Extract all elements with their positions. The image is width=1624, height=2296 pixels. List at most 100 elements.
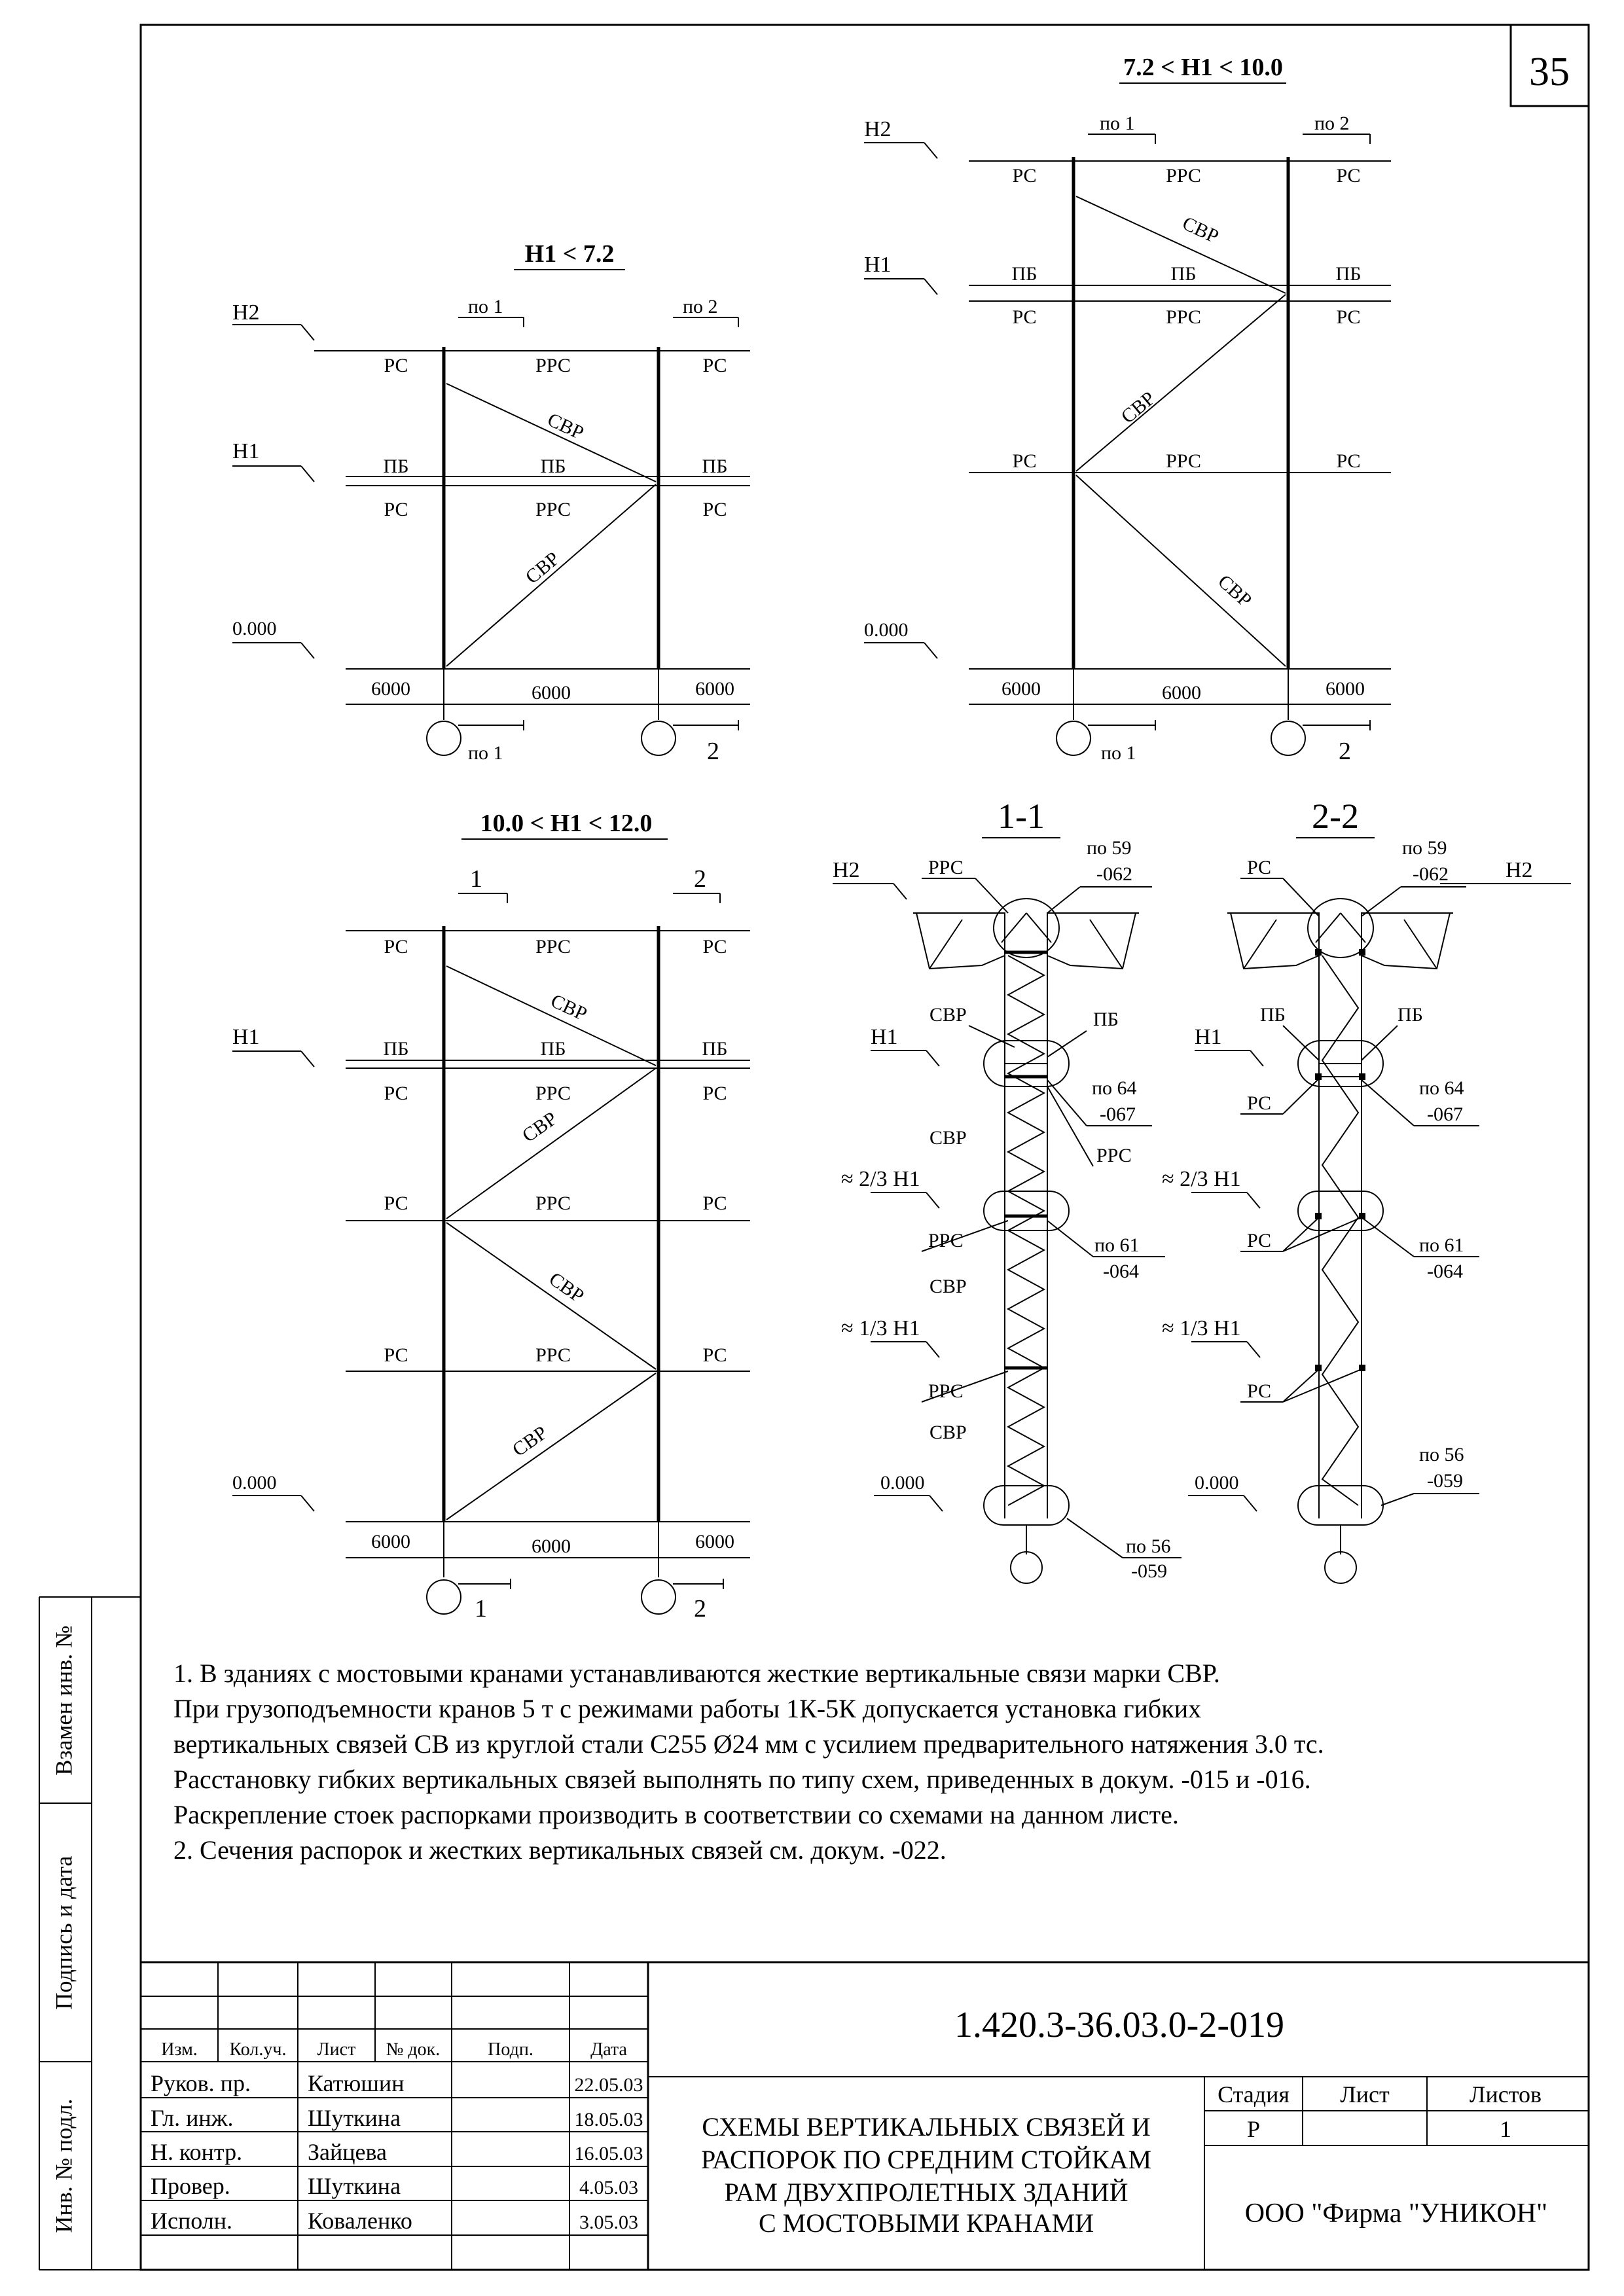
header-list: Лист <box>317 2039 356 2060</box>
label-svr: СВР <box>1117 387 1160 428</box>
dimension-6000: 6000 <box>1162 682 1201 704</box>
ref-61: по 61 <box>1419 1234 1464 1256</box>
label-pb: ПБ <box>1260 1004 1286 1026</box>
section-2-2-zero: 0.000 <box>1195 1472 1239 1494</box>
stage-value: Р <box>1247 2116 1260 2142</box>
label-pb: ПБ <box>541 456 566 477</box>
label-rs: РС <box>1012 306 1036 328</box>
scheme-b-title: 7.2 < H1 < 10.0 <box>1123 54 1283 81</box>
sheet-title-line: СХЕМЫ ВЕРТИКАЛЬНЫХ СВЯЗЕЙ И <box>702 2112 1150 2142</box>
ref-64: -067 <box>1100 1103 1136 1125</box>
label-rs: РС <box>1247 1230 1271 1251</box>
label-rs: РС <box>702 936 727 958</box>
cut-2: 2 <box>1339 738 1351 765</box>
cut-po1: по 1 <box>468 742 503 764</box>
sheet-title-line: РАСПОРОК ПО СРЕДНИМ СТОЙКАМ <box>701 2145 1151 2174</box>
sign-date: 4.05.03 <box>579 2177 638 2198</box>
note-line: вертикальных связей СВ из круглой стали … <box>173 1729 1324 1759</box>
label-pb: ПБ <box>1012 263 1038 285</box>
scheme-a: H1 < 7.2 H2 H1 0.000 РС РРС РС ПБ ПБ ПБ … <box>232 240 750 765</box>
ref-59: по 59 <box>1402 837 1447 859</box>
label-svr: СВР <box>929 1422 967 1443</box>
role: Гл. инж. <box>151 2105 233 2131</box>
label-rrs: РРС <box>1096 1145 1132 1166</box>
header-koluch: Кол.уч. <box>230 2039 287 2060</box>
dimension-6000: 6000 <box>532 682 571 704</box>
stage-label: Стадия <box>1218 2081 1290 2108</box>
section-title-1-1: 1-1 <box>998 797 1045 836</box>
label-rrs: РРС <box>535 1193 571 1214</box>
label-rs: РС <box>702 499 727 520</box>
label-svr: СВР <box>545 1268 588 1307</box>
cut-po2: по 2 <box>683 296 718 317</box>
label-rrs: РРС <box>535 936 571 958</box>
note-line: 2. Сечения распорок и жестких вертикальн… <box>173 1835 947 1865</box>
scheme-b: 7.2 < H1 < 10.0 H2 H1 0.000 РС РРС РС ПБ… <box>864 54 1391 765</box>
header-izm: Изм. <box>161 2039 198 2060</box>
note-line: При грузоподъемности кранов 5 т с режима… <box>173 1694 1202 1723</box>
scheme-b-h2: H2 <box>864 117 892 141</box>
doc-code: 1.420.3-36.03.0-2-019 <box>954 2005 1284 2045</box>
ref-61: по 61 <box>1094 1234 1140 1256</box>
label-pb: ПБ <box>384 1038 409 1060</box>
label-rs: РС <box>1012 450 1036 472</box>
scheme-a-zero: 0.000 <box>232 618 277 639</box>
scheme-a-h2: H2 <box>232 300 260 325</box>
sign-date: 22.05.03 <box>575 2074 643 2096</box>
label-rs: РС <box>384 499 408 520</box>
stamp-podpis-label: Подпись и дата <box>50 1856 77 2009</box>
sign-date: 3.05.03 <box>579 2212 638 2233</box>
note-line: 1. В зданиях с мостовыми кранами устанав… <box>173 1659 1220 1688</box>
outer-frame <box>139 24 1590 2271</box>
cut-1: 1 <box>470 865 482 893</box>
cut-1: 1 <box>475 1595 487 1623</box>
header-date: Дата <box>590 2039 627 2060</box>
sheet-number-box <box>1509 24 1590 107</box>
dimension-6000: 6000 <box>371 1531 410 1552</box>
label-rrs: РРС <box>928 857 964 878</box>
label-rrs: РРС <box>928 1380 964 1402</box>
label-rs: РС <box>384 1344 408 1366</box>
label-svr: СВР <box>1214 571 1255 611</box>
signer: Шуткина <box>308 2105 401 2131</box>
label-pb: ПБ <box>1171 263 1197 285</box>
label-svr: СВР <box>929 1276 967 1297</box>
section-2-2-h2: H2 <box>1506 858 1533 882</box>
label-pb: ПБ <box>702 456 728 477</box>
ref-56: по 56 <box>1419 1444 1464 1465</box>
ref-56: -059 <box>1131 1560 1167 1582</box>
scheme-a-h1: H1 <box>232 439 260 463</box>
ref-64: -067 <box>1427 1103 1463 1125</box>
role: Руков. пр. <box>151 2070 251 2096</box>
cut-2: 2 <box>707 738 719 765</box>
label-rrs: РРС <box>535 1083 571 1104</box>
signer: Шуткина <box>308 2173 401 2199</box>
label-rs: РС <box>1336 306 1360 328</box>
label-rrs: РРС <box>535 1344 571 1366</box>
axis-bubble <box>1271 721 1306 756</box>
dimension-6000: 6000 <box>1001 678 1041 700</box>
scheme-c-zero: 0.000 <box>232 1472 277 1494</box>
label-svr: СВР <box>509 1422 551 1461</box>
header-podp: Подп. <box>488 2039 533 2060</box>
label-rs: РС <box>1336 165 1360 187</box>
ref-59: -062 <box>1096 863 1132 885</box>
ref-64: по 64 <box>1419 1077 1464 1099</box>
label-rs: РС <box>702 1083 727 1104</box>
axis-bubble <box>1056 721 1091 756</box>
scheme-c-title: 10.0 < H1 < 12.0 <box>480 810 653 837</box>
sign-date: 16.05.03 <box>575 2143 643 2164</box>
label-svr: СВР <box>1179 212 1221 247</box>
ref-59: по 59 <box>1087 837 1132 859</box>
axis-bubble <box>641 1579 676 1615</box>
company-name: ООО "Фирма "УНИКОН" <box>1245 2198 1547 2229</box>
stamp-inv-label: Инв. № подл. <box>50 2098 77 2233</box>
scheme-c-h1: H1 <box>232 1025 260 1049</box>
label-rrs: РРС <box>928 1230 964 1251</box>
sign-date: 18.05.03 <box>575 2109 643 2130</box>
section-1-1-zero: 0.000 <box>880 1472 925 1494</box>
ref-64: по 64 <box>1092 1077 1137 1099</box>
dimension-6000: 6000 <box>695 678 734 700</box>
dimension-6000: 6000 <box>695 1531 734 1552</box>
